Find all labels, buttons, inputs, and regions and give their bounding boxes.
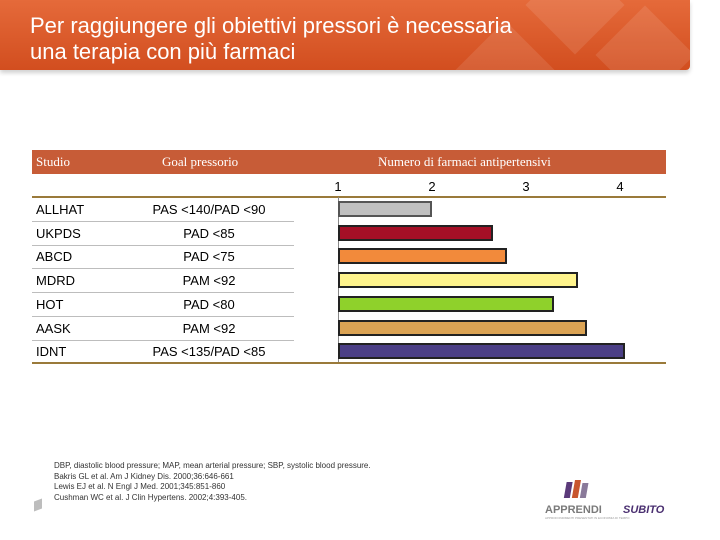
header-studio: Studio (36, 154, 70, 169)
x-tick-label: 4 (616, 179, 624, 194)
footnote-ref-3: Cushman WC et al. J Clin Hypertens. 2002… (54, 492, 247, 502)
row-study: ALLHAT (36, 202, 85, 217)
decorative-mark (34, 498, 42, 512)
header-goal: Goal pressorio (162, 154, 239, 169)
bar-idnt (338, 343, 625, 360)
row-study: IDNT (36, 344, 67, 360)
footnote-abbrev: DBP, diastolic blood pressure; MAP, mean… (54, 461, 371, 470)
bar-ukpds (338, 224, 494, 241)
row-study: MDRD (36, 273, 75, 289)
logo-icon: APPRENDI SUBITO APPROFONDIMENTI PRESENTA… (545, 480, 665, 520)
row-study: HOT (36, 296, 64, 312)
title-bar: Per raggiungere gli obiettivi pressori è… (0, 0, 690, 70)
x-tick-label: 1 (334, 179, 342, 194)
row-goal: PAD <75 (183, 249, 235, 265)
row-divider (32, 339, 294, 341)
slide-title-line2: una terapia con più farmaci (30, 39, 296, 64)
bar-abcd (338, 248, 508, 265)
bar-aask (338, 319, 588, 336)
bar-allhat (338, 201, 432, 217)
logo-tagline: APPROFONDIMENTI PRESENTATI IN ECONOMIA D… (545, 516, 630, 520)
row-divider (32, 268, 294, 270)
table-bottom-rule (32, 362, 666, 364)
logo-brand1: APPRENDI (545, 504, 602, 516)
bar-hot (338, 295, 555, 312)
row-divider (32, 221, 294, 222)
row-divider (32, 244, 294, 246)
row-divider (32, 292, 294, 294)
x-tick-label: 2 (428, 179, 436, 194)
footnote-ref-2: Lewis EJ et al. N Engl J Med. 2001;345:8… (54, 482, 226, 491)
slide-title-line1: Per raggiungere gli obiettivi pressori è… (30, 13, 512, 38)
bar-mdrd (338, 272, 578, 289)
row-study: ABCD (36, 249, 73, 265)
row-goal: PAM <92 (182, 320, 236, 336)
logo-brand2: SUBITO (623, 504, 665, 516)
row-goal: PAS <135/PAD <85 (152, 344, 266, 360)
row-divider (32, 315, 294, 317)
footnote-ref-1: Bakris GL et al. Am J Kidney Dis. 2000;3… (54, 471, 234, 481)
row-study: AASK (36, 320, 71, 336)
row-goal: PAS <140/PAD <90 (152, 202, 266, 217)
row-goal: PAD <85 (183, 225, 235, 241)
row-goal: PAM <92 (182, 273, 236, 289)
footnotes: DBP, diastolic blood pressure; MAP, mean… (54, 461, 514, 503)
apprendi-subito-logo: APPRENDI SUBITO APPROFONDIMENTI PRESENTA… (545, 480, 675, 520)
x-tick-label: 3 (522, 179, 530, 194)
slide-title: Per raggiungere gli obiettivi pressori è… (30, 13, 670, 65)
header-divider (32, 196, 666, 198)
table-header: Studio Goal pressorio Numero di farmaci … (32, 150, 666, 174)
row-goal: PAD <80 (183, 296, 235, 312)
header-drugs: Numero di farmaci antipertensivi (378, 154, 551, 169)
row-study: UKPDS (36, 225, 81, 241)
